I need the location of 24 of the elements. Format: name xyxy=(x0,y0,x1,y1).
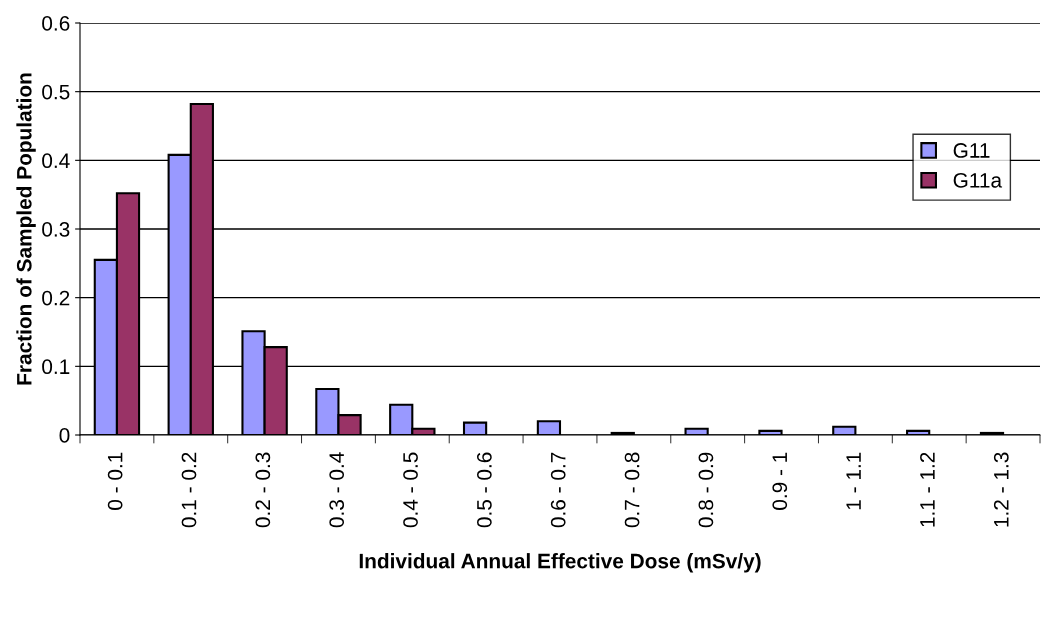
x-tick-label: 0.8 - 0.9 xyxy=(698,452,714,528)
y-tick-label: 0.6 xyxy=(42,16,70,31)
x-tick-label: 1 - 1.1 xyxy=(846,452,861,510)
y-axis-title: Fraction of Sampled Population xyxy=(16,73,36,385)
x-tick-label: 1.1 - 1.2 xyxy=(920,452,935,527)
y-tick-label: 0 xyxy=(59,428,70,443)
x-tick-label: 0.3 - 0.4 xyxy=(329,452,345,528)
x-tick-label: 0.6 - 0.7 xyxy=(550,452,566,528)
x-tick-label: 0.2 - 0.3 xyxy=(255,452,271,528)
y-tick-label: 0.3 xyxy=(42,222,70,237)
y-tick-label: 0.1 xyxy=(42,359,70,375)
y-tick-label: 0.5 xyxy=(42,84,70,100)
x-axis-title: Individual Annual Effective Dose (mSv/y) xyxy=(359,553,761,573)
x-tick-label: 0.9 - 1 xyxy=(772,452,788,510)
legend-label: G11 xyxy=(953,143,990,158)
x-tick-label: 0.1 - 0.2 xyxy=(181,452,197,528)
y-tick-label: 0.4 xyxy=(42,153,70,169)
x-tick-label: 0.4 - 0.5 xyxy=(403,452,418,528)
x-tick-label: 1.2 - 1.3 xyxy=(993,452,1009,527)
y-tick-label: 0.2 xyxy=(42,290,70,306)
x-tick-label: 0.7 - 0.8 xyxy=(624,452,640,528)
legend-label: G11a xyxy=(953,172,1003,188)
x-tick-label: 0.5 - 0.6 xyxy=(476,452,492,528)
x-tick-label: 0 - 0.1 xyxy=(107,452,123,510)
